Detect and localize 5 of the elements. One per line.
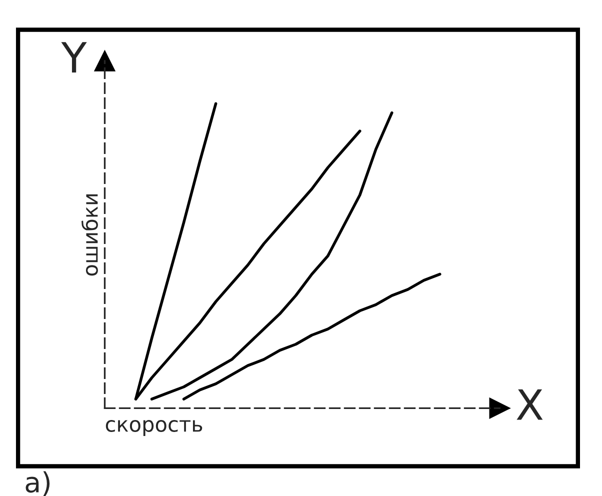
y-axis-title: ошибки (81, 194, 98, 276)
text: а) (26, 471, 50, 496)
x-axis-title: скорость (106, 420, 202, 436)
text: X (516, 389, 543, 420)
text: Y (61, 42, 87, 73)
